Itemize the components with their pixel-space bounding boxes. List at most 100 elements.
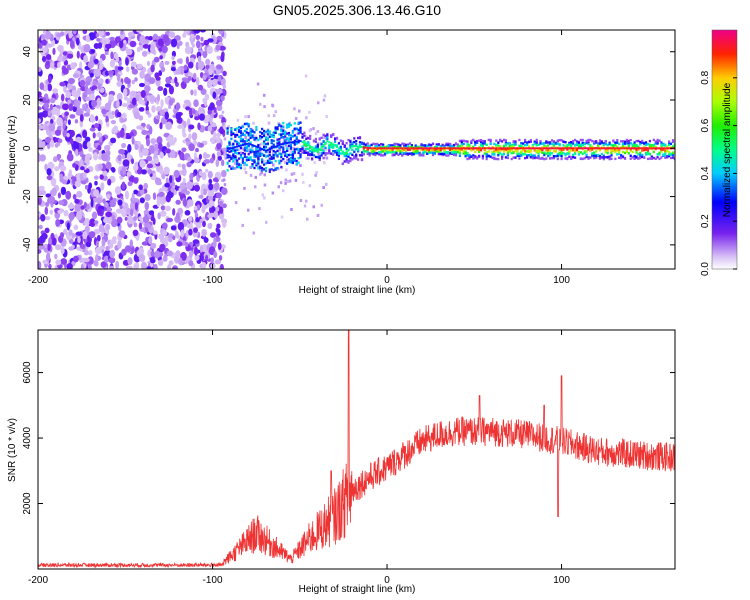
spectrogram-cell <box>198 153 202 160</box>
spectrogram-cell <box>378 153 381 156</box>
spectrogram-cell <box>410 144 413 147</box>
spectrogram-cell <box>169 175 173 184</box>
spectrogram-cell <box>228 141 231 145</box>
spectrogram-cell <box>207 170 213 179</box>
spectrogram-cell <box>533 156 536 160</box>
spectrogram-cell <box>199 30 206 33</box>
spectrogram-ridge-cell <box>374 147 377 150</box>
spectrogram-cell <box>307 153 310 156</box>
spectrogram-cell <box>263 145 266 148</box>
spectrogram-cell <box>355 157 358 160</box>
spectrogram-cell <box>472 156 475 160</box>
x-tick-label: -100 <box>203 275 223 286</box>
spectrogram-cell <box>353 140 356 144</box>
spectrogram-cell <box>234 151 237 154</box>
spectrogram-cell <box>303 149 306 153</box>
spectrogram-cell <box>257 159 260 163</box>
spectrogram-cell <box>289 143 292 147</box>
spectrogram-cell <box>568 152 571 155</box>
spectrogram-cell <box>139 160 146 168</box>
spectrogram-cell <box>633 157 636 160</box>
spectrogram-cell <box>314 137 317 141</box>
spectrogram-cell <box>449 145 452 148</box>
spectrogram-cell <box>115 260 120 269</box>
spectrogram-cell <box>83 55 88 63</box>
spectrogram-cell <box>233 166 237 170</box>
spectrogram-ridge-cell <box>230 147 233 150</box>
spectrogram-cell <box>380 148 383 151</box>
spectrogram-cell <box>474 156 477 159</box>
spectrogram-cell <box>172 235 176 241</box>
spectrogram-cell <box>478 150 481 153</box>
spectrogram-cell <box>264 138 268 141</box>
spectrogram-cell <box>234 135 237 138</box>
spectrogram-cell <box>181 163 186 170</box>
spectrogram-cell <box>587 142 590 145</box>
spectrogram-cell <box>249 151 252 154</box>
spectrogram-cell <box>104 102 112 111</box>
spectrogram-cell <box>464 152 467 155</box>
spectrogram-cell <box>105 115 109 124</box>
spectrogram-cell <box>362 150 365 153</box>
spectrogram-cell <box>74 119 79 124</box>
spectrogram-cell <box>577 145 580 148</box>
spectrogram-cell <box>232 144 235 147</box>
spectrogram-cell <box>112 197 117 203</box>
spectrogram-cell <box>282 136 285 139</box>
spectrogram-cell <box>184 210 191 216</box>
spectrogram-cell <box>72 30 77 35</box>
spectrogram-cell <box>226 145 229 148</box>
spectrogram-cell <box>57 44 64 52</box>
spectrogram-cell <box>157 86 164 92</box>
spectrogram-cell <box>241 132 244 135</box>
spectrogram-cell <box>556 157 559 161</box>
spectrogram-cell <box>664 156 667 159</box>
spectrogram-cell <box>374 142 377 146</box>
spectrogram-cell <box>645 141 648 144</box>
spectrogram-cell <box>228 159 231 163</box>
spectrogram-cell <box>669 142 673 145</box>
spectrogram-cell <box>79 159 84 166</box>
spectrogram-cell <box>243 161 246 165</box>
spectrogram-cell <box>397 143 400 146</box>
spectrogram-cell <box>197 122 201 131</box>
spectrogram-cell <box>187 76 192 81</box>
spectrogram-cell <box>279 181 283 185</box>
spectrogram-ridge-cell <box>420 147 423 150</box>
spectrogram-cell <box>510 157 513 161</box>
spectrogram-cell <box>366 148 369 151</box>
spectrogram-cell <box>236 161 239 165</box>
spectrogram-cell <box>193 89 197 97</box>
spectrogram-cell <box>280 128 283 131</box>
spectrogram-cell <box>641 139 644 143</box>
spectrogram-cell <box>178 58 183 65</box>
spectrogram-cell <box>289 147 292 150</box>
spectrogram-cell <box>230 137 233 141</box>
spectrogram-cell <box>481 139 484 143</box>
spectrogram-cell <box>604 142 607 146</box>
spectrogram-cell <box>126 98 131 106</box>
spectrogram-cell <box>264 167 268 170</box>
spectrogram-cell <box>552 156 555 160</box>
spectrogram-cell <box>349 157 352 160</box>
spectrogram-cell <box>236 152 239 155</box>
spectrogram-cell <box>495 157 498 161</box>
spectrogram-cell <box>218 254 223 261</box>
spectrogram-cell <box>625 142 628 145</box>
spectrogram-cell <box>238 135 241 139</box>
spectrogram-cell <box>226 129 229 132</box>
spectrogram-cell <box>574 152 577 155</box>
spectrogram-cell <box>62 68 69 75</box>
spectrogram-cell <box>247 138 250 142</box>
spectrogram-cell <box>247 144 250 147</box>
spectrogram-cell <box>181 167 187 177</box>
spectrogram-ridge-cell <box>531 147 534 150</box>
spectrogram-cell <box>196 204 200 210</box>
spectrogram-cell <box>68 77 75 85</box>
spectrogram-cell <box>355 140 358 143</box>
spectrogram-cell <box>650 155 653 158</box>
spectrogram-cell <box>129 40 137 48</box>
spectrogram-cell <box>623 140 627 143</box>
spectrogram-cell <box>241 152 244 155</box>
spectrogram-cell <box>658 157 661 161</box>
